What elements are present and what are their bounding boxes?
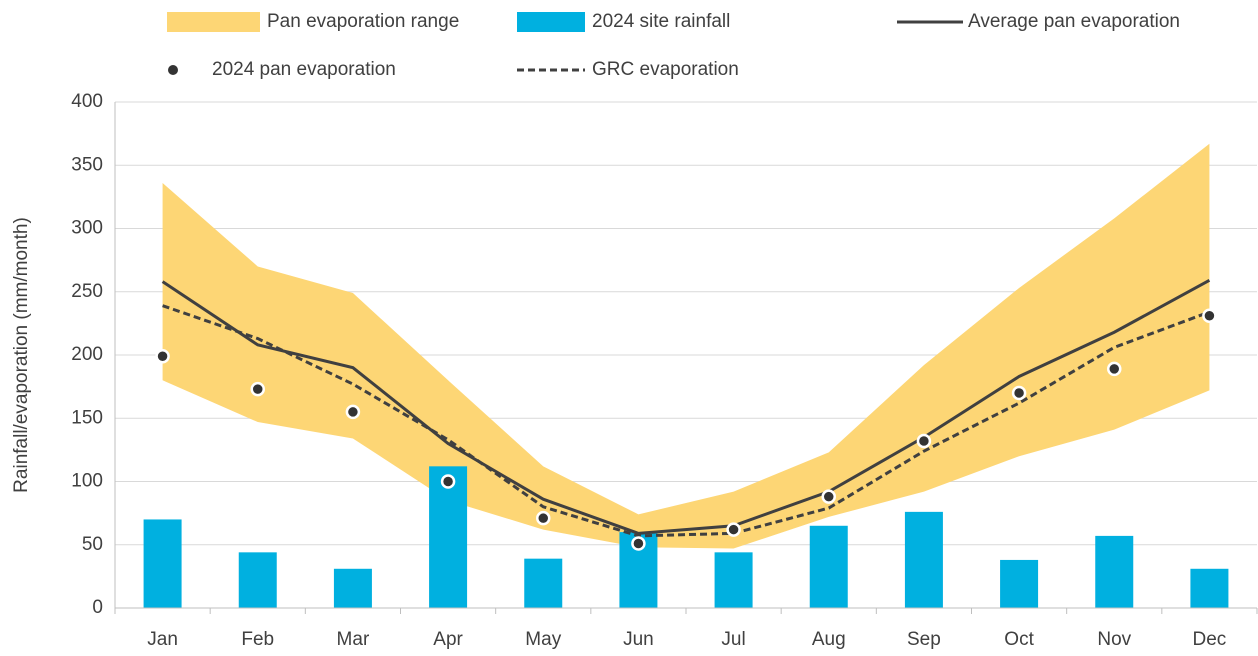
legend-swatch <box>517 12 585 32</box>
legend-swatch <box>168 65 178 75</box>
legend-label: GRC evaporation <box>592 59 739 80</box>
x-tick-label: Nov <box>1097 629 1131 650</box>
line <box>162 304 1210 538</box>
point <box>1107 361 1122 377</box>
x-tick-label: Jun <box>623 629 654 650</box>
bar <box>143 519 182 608</box>
bar <box>238 552 277 608</box>
bar <box>1190 568 1229 608</box>
bar <box>809 525 848 608</box>
point <box>155 349 170 364</box>
y-tick-label: 0 <box>92 597 103 618</box>
x-tick-label: Sep <box>907 629 941 650</box>
x-tick-label: Aug <box>812 629 846 650</box>
x-tick-label: Jan <box>147 629 178 650</box>
x-tick-label: Dec <box>1193 629 1227 650</box>
x-tick-label: Mar <box>337 629 370 650</box>
point <box>821 489 836 504</box>
bar <box>1095 535 1134 608</box>
x-tick-label: Oct <box>1004 629 1034 650</box>
y-tick-label: 150 <box>71 407 103 428</box>
bar <box>333 568 372 608</box>
x-tick-label: Apr <box>433 629 463 650</box>
point <box>916 433 932 449</box>
legend-label: 2024 pan evaporation <box>212 59 396 80</box>
y-tick-label: 400 <box>71 91 103 112</box>
y-tick-label: 350 <box>71 154 103 175</box>
bar <box>524 558 563 608</box>
point <box>440 474 456 489</box>
legend-label: Average pan evaporation <box>968 11 1180 32</box>
bar <box>429 466 468 608</box>
y-tick-label: 250 <box>71 281 103 302</box>
legend-label: 2024 site rainfall <box>592 11 730 32</box>
range-area <box>162 143 1210 549</box>
point <box>1202 308 1217 324</box>
point <box>250 381 265 397</box>
bar <box>1000 559 1039 608</box>
bar <box>904 511 943 608</box>
line <box>161 279 1211 535</box>
x-tick-label: May <box>525 629 561 650</box>
bar <box>714 552 753 608</box>
point <box>536 510 551 526</box>
point <box>1011 385 1027 401</box>
x-tick-label: Feb <box>241 629 274 650</box>
y-tick-label: 300 <box>71 218 103 239</box>
y-tick-label: 100 <box>71 471 103 492</box>
y-axis-title: Rainfall/evaporation (mm/month) <box>11 217 32 493</box>
x-tick-label: Jul <box>721 629 745 650</box>
legend-swatch <box>167 12 260 32</box>
point <box>726 522 741 537</box>
legend-label: Pan evaporation range <box>267 11 459 32</box>
point <box>345 404 361 420</box>
y-tick-label: 200 <box>71 344 103 365</box>
point <box>631 536 646 551</box>
y-tick-label: 50 <box>82 534 103 555</box>
